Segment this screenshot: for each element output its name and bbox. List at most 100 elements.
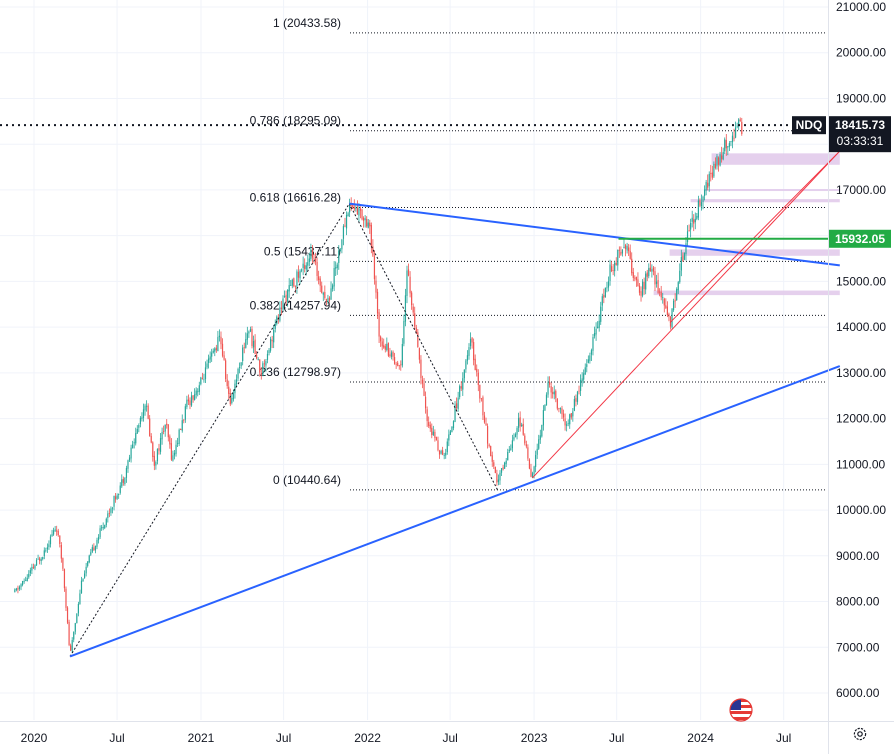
candle-body (15, 588, 17, 590)
candle-body (118, 493, 120, 495)
candle-body (150, 436, 152, 443)
candle-body (107, 513, 109, 518)
candle-body (558, 407, 560, 409)
candle-body (645, 273, 647, 290)
candle-body (556, 398, 558, 409)
candle-body (632, 272, 634, 278)
candle-body (93, 547, 95, 550)
candle-body (424, 396, 427, 409)
y-tick-label: 17000.00 (836, 183, 886, 197)
candle-body (238, 367, 241, 369)
candle-body (186, 399, 188, 408)
candle-body (725, 140, 727, 149)
candle-body (401, 343, 403, 366)
candle-body (730, 141, 732, 142)
candle-body (104, 524, 106, 529)
candle-body (139, 417, 141, 425)
candle-body (437, 440, 439, 451)
candle-body (448, 434, 450, 441)
candle-body (158, 448, 160, 451)
candle-body (246, 333, 248, 340)
candle-body (166, 423, 168, 426)
candle-body (438, 450, 441, 455)
x-tick-label: Jul (276, 731, 291, 745)
candle-body (679, 270, 681, 283)
candle-body (440, 450, 442, 454)
candle-body (43, 550, 45, 557)
candle-body (626, 245, 628, 251)
candle-body (550, 386, 552, 393)
candle-body (248, 331, 250, 334)
candle-body (660, 291, 662, 298)
candle-body (460, 386, 462, 389)
candle-body (590, 350, 593, 355)
candle-body (459, 386, 461, 398)
candle-body (502, 467, 504, 470)
candle-body (400, 364, 402, 366)
candle-body (73, 632, 75, 640)
candle-body (700, 202, 703, 207)
candle-body (662, 297, 664, 299)
candle-body (736, 125, 738, 127)
candle-body (344, 225, 346, 227)
candle-body (564, 418, 566, 426)
candle-body (341, 239, 343, 250)
candle-body (153, 455, 155, 466)
candle-body (304, 265, 306, 269)
candle-body (364, 218, 366, 221)
candle-body (378, 312, 380, 337)
candle-body (183, 419, 185, 421)
candle-body (293, 278, 295, 287)
x-tick-label: Jul (609, 731, 624, 745)
candle-body (716, 156, 718, 167)
candle-body (307, 262, 309, 266)
candle-body (34, 565, 36, 569)
zone-box (711, 153, 840, 165)
candle-body (657, 279, 659, 293)
candle-body (418, 348, 420, 360)
candle-body (685, 243, 687, 255)
candle-body (507, 451, 509, 461)
candle-body (68, 622, 70, 645)
y-tick-label: 19000.00 (836, 91, 886, 105)
candle-body (243, 347, 245, 349)
candle-body (214, 348, 216, 352)
candle-body (415, 327, 417, 334)
candle-body (566, 424, 568, 426)
candle-body (161, 431, 163, 440)
fib-level-label: 1 (20433.58) (273, 16, 341, 30)
candle-body (383, 345, 385, 348)
candle-body (57, 530, 59, 536)
trendline-blue (69, 365, 841, 658)
candle-body (403, 320, 405, 344)
candle-body (426, 409, 428, 422)
candle-body (500, 468, 503, 473)
candle-body (18, 586, 21, 590)
candle-body (659, 291, 661, 293)
candle-body (576, 391, 579, 402)
candle-body (102, 527, 104, 529)
candle-body (302, 263, 304, 269)
candle-body (83, 573, 86, 579)
fib-level-label: 0.382 (14257.94) (250, 298, 341, 312)
candle-body (347, 213, 349, 217)
trendline-red (669, 150, 841, 323)
gear-icon[interactable] (850, 722, 870, 746)
candle-body (711, 172, 713, 178)
candle-body (397, 362, 399, 366)
candle-body (589, 355, 591, 361)
candle-body (291, 279, 293, 286)
fib-swing-path (69, 202, 499, 657)
candle-body (172, 455, 174, 461)
candle-body (40, 559, 42, 562)
candle-body (187, 399, 190, 402)
candle-body (355, 208, 357, 209)
us-flag-icon[interactable] (729, 698, 753, 722)
y-tick-label: 9000.00 (836, 549, 880, 563)
candle-body (530, 468, 532, 477)
candle-body (313, 257, 315, 259)
candle-body (423, 383, 425, 396)
y-tick-label: 14000.00 (836, 320, 886, 334)
candle-body (708, 173, 710, 187)
